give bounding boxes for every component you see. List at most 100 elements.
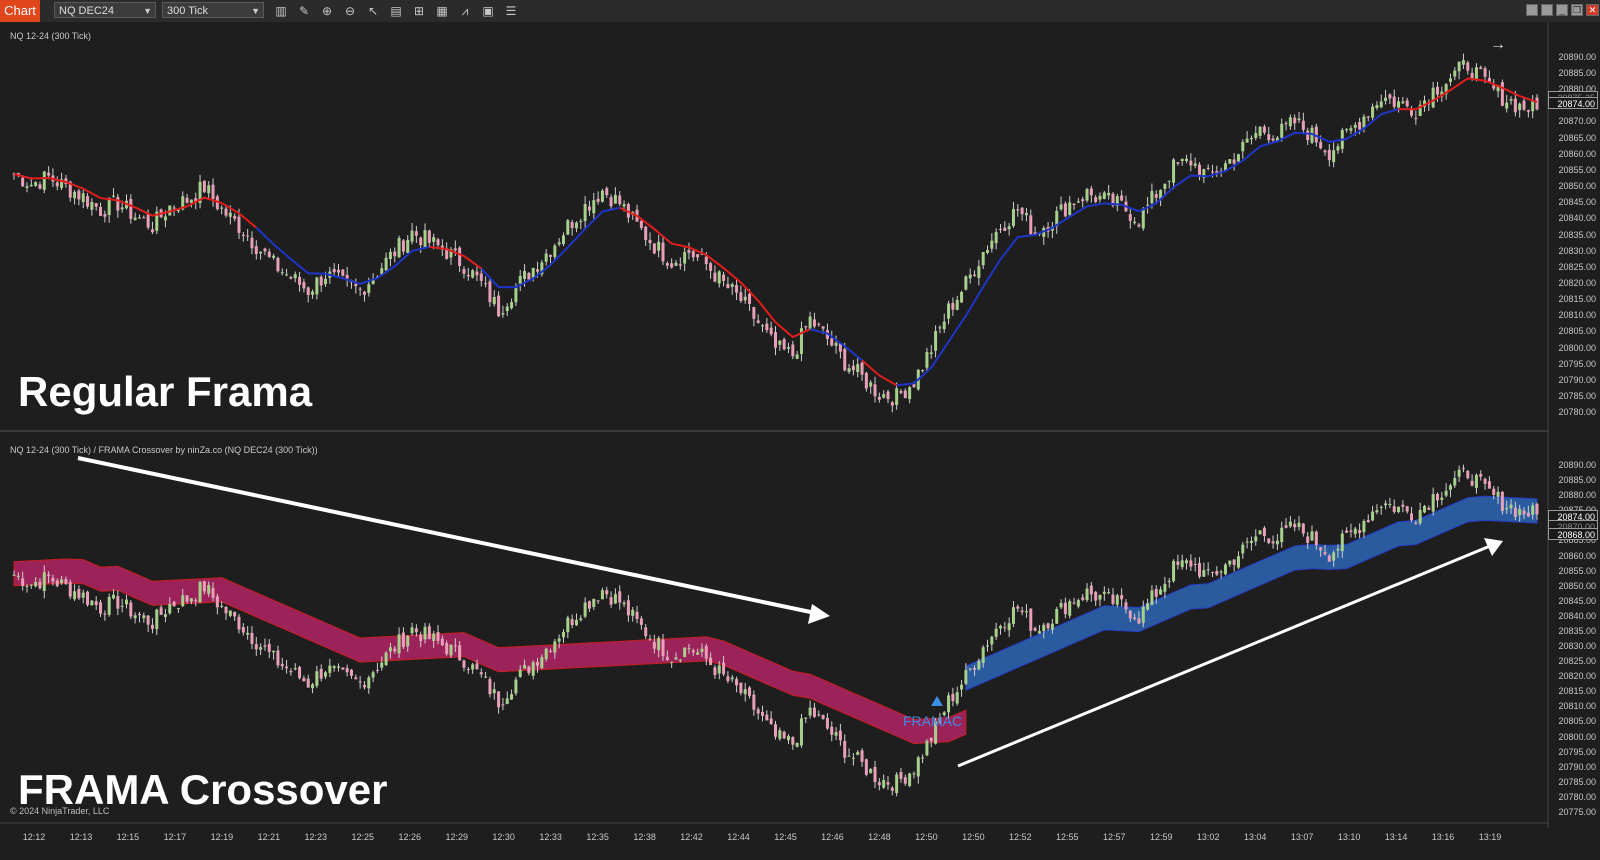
bottom-candle bbox=[1020, 610, 1024, 613]
bottom-candle bbox=[1353, 528, 1357, 534]
top-candle bbox=[259, 251, 263, 254]
bottom-candle bbox=[1448, 485, 1452, 490]
properties-icon[interactable]: ▣ bbox=[482, 4, 494, 18]
top-candle bbox=[1111, 193, 1115, 206]
bottom-candle bbox=[986, 645, 990, 647]
time-axis-label: 12:45 bbox=[774, 832, 797, 842]
top-candle bbox=[605, 188, 609, 196]
tile-icon[interactable] bbox=[1526, 4, 1538, 16]
time-axis-label: 12:26 bbox=[398, 832, 421, 842]
top-candle bbox=[544, 253, 548, 262]
bottom-candle bbox=[1418, 510, 1422, 524]
bottom-candle bbox=[605, 590, 609, 595]
minimize-icon[interactable]: _ bbox=[1556, 4, 1568, 16]
top-candle bbox=[817, 323, 821, 325]
time-axis-label: 12:13 bbox=[69, 832, 93, 842]
top-panel-label: Regular Frama bbox=[18, 368, 313, 415]
top-candle bbox=[1358, 121, 1362, 130]
draw-tool-icon[interactable]: ✎ bbox=[298, 4, 310, 18]
bottom-candle bbox=[73, 591, 77, 600]
bottom-candle bbox=[1055, 608, 1059, 624]
templates-icon[interactable]: ⊞ bbox=[413, 4, 425, 18]
frama-line-up bbox=[896, 258, 1002, 387]
strategy-icon[interactable]: ▦ bbox=[436, 4, 448, 18]
top-candle bbox=[938, 327, 942, 329]
bottom-candle bbox=[804, 717, 808, 719]
price-axis-label: 20845.00 bbox=[1558, 595, 1596, 606]
top-candle bbox=[289, 277, 293, 279]
interval-select[interactable]: 300 Tick ▼ bbox=[162, 2, 264, 18]
instrument-value: NQ DEC24 bbox=[59, 5, 115, 17]
bottom-candle bbox=[375, 669, 379, 671]
bottom-candle bbox=[1202, 570, 1206, 577]
top-candle bbox=[786, 347, 790, 349]
bottom-candle bbox=[1379, 506, 1383, 508]
bottom-candle bbox=[1332, 552, 1336, 561]
price-axis-label: 20840.00 bbox=[1558, 213, 1596, 224]
close-icon[interactable]: ✕ bbox=[1586, 4, 1599, 16]
bottom-candle bbox=[1033, 627, 1037, 631]
bottom-candle bbox=[570, 619, 574, 625]
bottom-candle bbox=[315, 671, 319, 686]
bottom-candle bbox=[856, 752, 860, 755]
top-candle bbox=[1210, 171, 1214, 173]
bottom-candle bbox=[345, 668, 349, 673]
top-candle bbox=[977, 266, 981, 278]
top-candle bbox=[280, 272, 284, 274]
top-candle bbox=[150, 229, 154, 233]
bottom-candle bbox=[337, 666, 341, 668]
bottom-candle bbox=[324, 672, 328, 677]
pointer-icon[interactable]: ↖ bbox=[367, 4, 379, 18]
bottom-candle bbox=[903, 777, 907, 784]
top-candle bbox=[86, 196, 90, 207]
bottom-candle bbox=[1258, 530, 1262, 535]
bottom-candle bbox=[990, 636, 994, 645]
zoom-out-icon[interactable]: ⊖ bbox=[344, 4, 356, 18]
list-icon[interactable]: ☰ bbox=[505, 4, 517, 18]
top-candle bbox=[436, 239, 440, 246]
frama-line-up bbox=[1207, 108, 1399, 178]
bottom-candle bbox=[1284, 525, 1288, 528]
bottom-candle bbox=[549, 651, 553, 653]
top-candle bbox=[1492, 84, 1496, 89]
zoom-in-icon[interactable]: ⊕ bbox=[321, 4, 333, 18]
top-candle bbox=[536, 269, 540, 272]
price-axis-label: 20780.00 bbox=[1558, 407, 1596, 418]
top-candle bbox=[267, 251, 271, 257]
framac-signal-marker bbox=[931, 696, 943, 706]
bottom-candle bbox=[1392, 506, 1396, 512]
bottom-candle bbox=[47, 574, 51, 577]
bottom-candle bbox=[419, 634, 423, 641]
bar-type-icon[interactable]: ▥ bbox=[275, 4, 287, 18]
bottom-candle bbox=[1042, 624, 1046, 632]
band-price-marker: 20868.00 bbox=[1548, 528, 1598, 540]
bottom-candle bbox=[306, 678, 310, 688]
chart-canvas[interactable]: → bbox=[0, 22, 1600, 860]
bottom-candle bbox=[16, 575, 20, 577]
instrument-select[interactable]: NQ DEC24 ▼ bbox=[54, 2, 156, 18]
price-axis-label: 20785.00 bbox=[1558, 776, 1596, 787]
top-candle bbox=[1327, 149, 1331, 161]
tile-icon[interactable] bbox=[1541, 4, 1553, 16]
indicators-icon[interactable]: ⩘ bbox=[461, 4, 469, 18]
top-candle bbox=[908, 387, 912, 400]
bottom-candle bbox=[1063, 602, 1067, 615]
time-axis-label: 12:35 bbox=[586, 832, 609, 842]
top-candle bbox=[241, 234, 245, 237]
top-candle bbox=[1336, 146, 1340, 151]
bottom-candle bbox=[1288, 521, 1292, 527]
top-candle bbox=[1293, 117, 1297, 124]
restore-icon[interactable]: ❐ bbox=[1571, 4, 1583, 16]
top-candle bbox=[1068, 202, 1072, 216]
bottom-candle bbox=[934, 721, 938, 744]
bottom-candle bbox=[981, 647, 985, 663]
bottom-candle bbox=[1081, 597, 1085, 600]
top-candle bbox=[1319, 141, 1323, 149]
time-axis-label: 12:55 bbox=[1056, 832, 1079, 842]
chart-tab[interactable]: Chart bbox=[0, 0, 40, 22]
top-candle bbox=[1016, 209, 1020, 211]
price-axis-label: 20790.00 bbox=[1558, 374, 1596, 385]
data-box-icon[interactable]: ▤ bbox=[390, 4, 402, 18]
top-candle bbox=[873, 384, 877, 397]
bottom-candle bbox=[29, 584, 33, 586]
